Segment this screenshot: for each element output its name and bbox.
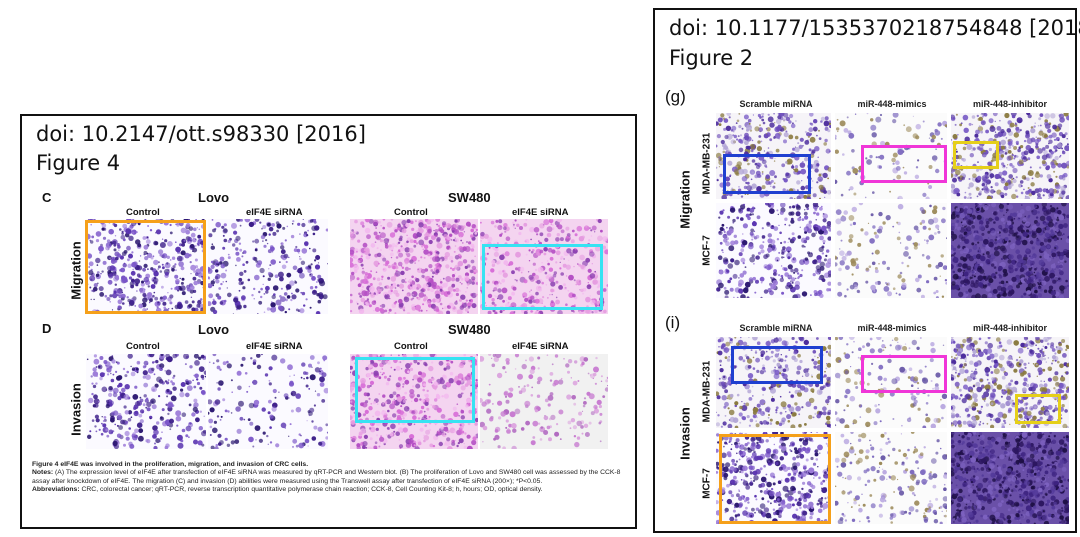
caption-notes: Notes: (A) The expression level of eIF4E… xyxy=(32,469,621,485)
col-label: Scramble miRNA xyxy=(739,323,813,333)
micrograph-texture xyxy=(835,337,947,428)
highlight-box-cyan xyxy=(355,357,475,423)
row-label-mcf7: MCF-7 xyxy=(701,235,713,266)
caption-title: Figure 4 eIF4E was involved in the proli… xyxy=(32,461,309,468)
micrograph-texture xyxy=(480,219,608,314)
highlight-box-yellow xyxy=(1015,394,1061,424)
micrograph-g-mda-mimics xyxy=(835,113,947,199)
micrograph-texture xyxy=(951,432,1069,524)
highlight-box-magenta xyxy=(861,145,947,183)
col-label: miR-448-inhibitor xyxy=(972,99,1047,109)
micrograph-i-mda-mimics xyxy=(835,337,947,428)
col-label: eIF4E siRNA xyxy=(512,341,569,352)
micrograph-g-mcf7-scramble xyxy=(716,203,831,298)
col-label: miR-448-inhibitor xyxy=(972,323,1047,333)
col-label: Control xyxy=(126,207,160,218)
section-d-lovo-title: Lovo xyxy=(198,322,230,337)
section-c-lovo-title: Lovo xyxy=(198,190,230,205)
col-label: Control xyxy=(394,341,428,352)
highlight-box-magenta xyxy=(861,355,947,393)
col-label: eIF4E siRNA xyxy=(246,207,303,218)
micrograph-texture xyxy=(480,354,608,449)
micrograph-c-lovo-sirna xyxy=(208,219,328,314)
micrograph-texture xyxy=(208,354,328,449)
micrograph-texture xyxy=(86,354,206,449)
micrograph-texture xyxy=(716,203,831,298)
section-c-row-label: Migration xyxy=(68,241,84,300)
micrograph-texture xyxy=(951,203,1069,298)
caption-abbreviations: Abbreviations: CRC, colorectal cancer; q… xyxy=(32,486,543,494)
micrograph-texture xyxy=(350,219,478,314)
micrograph-c-lovo-control xyxy=(86,219,206,314)
micrograph-d-sw480-sirna xyxy=(480,354,608,449)
micrograph-c-sw480-sirna xyxy=(480,219,608,314)
left-figure-panel: doi: 10.2147/ott.s98330 [2016] Figure 4 … xyxy=(20,114,637,529)
micrograph-g-mcf7-mimics xyxy=(835,203,947,298)
micrograph-g-mcf7-inhibitor xyxy=(951,203,1069,298)
row-label-mda: MDA-MB-231 xyxy=(701,132,713,195)
left-figure-label: Figure 4 xyxy=(36,151,121,175)
micrograph-i-mcf7-scramble xyxy=(716,432,831,524)
col-label: miR-448-mimics xyxy=(857,323,927,333)
highlight-box-orange xyxy=(719,434,831,524)
section-i-letter: (i) xyxy=(665,313,681,332)
highlight-box-blue xyxy=(731,346,823,384)
right-doi-text: doi: 10.1177/1535370218754848 [2018] xyxy=(669,16,1080,40)
col-label: Scramble miRNA xyxy=(739,99,813,109)
section-i-row-label: Invasion xyxy=(677,407,693,460)
section-g-letter: (g) xyxy=(665,87,686,106)
micrograph-texture xyxy=(716,432,831,524)
col-label: Control xyxy=(394,207,428,218)
highlight-box-blue xyxy=(723,154,811,194)
micrograph-i-mda-inhibitor xyxy=(951,337,1069,428)
section-g-row-label: Migration xyxy=(677,170,693,229)
micrograph-d-lovo-sirna xyxy=(208,354,328,449)
micrograph-texture xyxy=(835,113,947,199)
right-figure-label: Figure 2 xyxy=(669,46,754,70)
figure-caption: Figure 4 eIF4E was involved in the proli… xyxy=(32,461,629,495)
section-d-row-label: Invasion xyxy=(68,383,84,436)
micrograph-texture xyxy=(951,337,1069,428)
col-label: eIF4E siRNA xyxy=(246,341,303,352)
micrograph-c-sw480-control xyxy=(350,219,478,314)
section-d-letter: D xyxy=(42,321,52,336)
highlight-box-yellow xyxy=(953,141,999,169)
section-c-sw480-title: SW480 xyxy=(448,190,491,205)
highlight-box-cyan xyxy=(482,244,603,310)
micrograph-i-mcf7-mimics xyxy=(835,432,947,524)
micrograph-texture xyxy=(86,219,206,314)
section-d-sw480-title: SW480 xyxy=(448,322,491,337)
micrograph-g-mda-inhibitor xyxy=(951,113,1069,199)
col-label: eIF4E siRNA xyxy=(512,207,569,218)
micrograph-texture xyxy=(208,219,328,314)
micrograph-texture xyxy=(835,432,947,524)
col-label: Control xyxy=(126,341,160,352)
highlight-box-orange xyxy=(85,220,206,314)
micrograph-texture xyxy=(951,113,1069,199)
col-label: miR-448-mimics xyxy=(857,99,927,109)
left-doi-text: doi: 10.2147/ott.s98330 [2016] xyxy=(36,122,366,146)
right-figure-panel: doi: 10.1177/1535370218754848 [2018] Fig… xyxy=(653,8,1080,533)
section-c-letter: C xyxy=(42,190,52,205)
micrograph-d-lovo-control xyxy=(86,354,206,449)
row-label-mcf7: MCF-7 xyxy=(701,468,713,499)
row-label-mda: MDA-MB-231 xyxy=(701,360,713,423)
micrograph-texture xyxy=(835,203,947,298)
micrograph-i-mcf7-inhibitor xyxy=(951,432,1069,524)
